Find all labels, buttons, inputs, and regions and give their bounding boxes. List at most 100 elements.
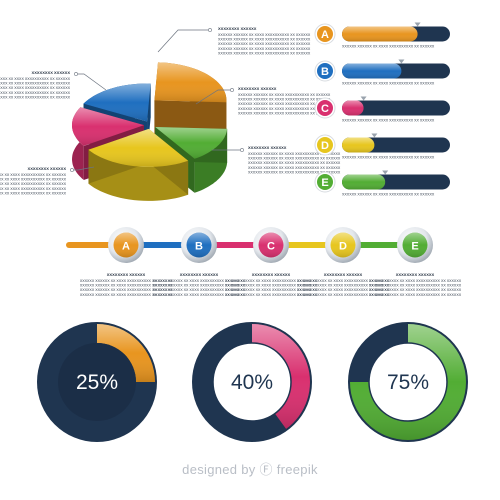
bar-caption: XXXXXX XXXXXX XX XXXX XXXXXXXXXX XX XXXX… — [342, 82, 435, 86]
bar-badge-letter: B — [321, 66, 329, 78]
callout-line: XXXXXX XXXXXX XX XXXX XXXXXXXXXX XX XXXX… — [369, 284, 462, 288]
bar-marker — [398, 59, 405, 64]
timeline-caption: XXXXXXXX XXXXXX XXXXXX XXXXXX XX XXXX XXX… — [225, 272, 318, 297]
timeline-connector — [126, 242, 199, 248]
timeline-node-gloss — [258, 232, 284, 258]
bar-gloss — [342, 174, 386, 190]
callout-leader — [72, 166, 95, 171]
pie-slice-gloss — [72, 107, 145, 146]
timeline-connector — [199, 242, 271, 248]
bar-row: E XXXXXX XXXXXX XX XXXX XXXXXXXXXX XX XXX… — [314, 170, 450, 197]
callout-line: XXXXXX XXXXXX XX XXXX XXXXXXXXXX XX XXXX… — [218, 51, 311, 55]
timeline-step: C XXXXXXXX XXXXXX XXXXXX XXXXXX XX XXXX XX… — [225, 227, 318, 297]
callout-dot — [240, 148, 244, 152]
callout-line: XXXXXX XXXXXX XX XXXX XXXXXXXXXX XX XXXX… — [248, 170, 341, 174]
bar-gloss — [342, 137, 375, 153]
callout-line: XXXXXX XXXXXX XX XXXX XXXXXXXXXX XX XXXX… — [153, 279, 246, 283]
callout-heading: XXXXXXXX XXXXXX — [28, 166, 67, 171]
bar-marker — [360, 96, 367, 101]
bar-badge-letter: C — [321, 103, 329, 115]
donut-center — [213, 343, 291, 421]
callout-text: XXXXXXXX XXXXXX XXXXXX XXXXXX XX XXXX XXX… — [248, 145, 341, 174]
bar-badge — [317, 137, 333, 153]
callout-line: XXXXXX XXXXXX XX XXXX XXXXXXXXXX XX XXXX… — [225, 293, 318, 297]
callout-line: XXXXXX XXXXXX XX XXXX XXXXXXXXXX XX XXXX… — [80, 293, 173, 297]
callout-dot — [70, 168, 74, 172]
bar-gloss — [342, 63, 402, 79]
callout-line: XXXXXX XXXXXX XX XXXX XXXXXXXXXX XX XXXX… — [218, 33, 311, 37]
donut-value-gloss — [252, 324, 310, 429]
bar-caption: XXXXXX XXXXXX XX XXXX XXXXXXXXXX XX XXXX… — [342, 193, 435, 197]
bar-marker — [371, 133, 378, 138]
pie-slice — [155, 126, 228, 193]
bar-marker — [382, 170, 389, 175]
bar-badge-letter: A — [321, 29, 329, 41]
horizontal-bar-chart: A XXXXXX XXXXXX XX XXXX XXXXXXXXXX XX XXX… — [314, 22, 450, 197]
callout-heading: XXXXXXXX XXXXXX — [252, 272, 291, 277]
callout-line: XXXXXX XXXXXX XX XXXX XXXXXXXXXX XX XXXX… — [0, 182, 67, 186]
callout-line: XXXXXX XXXXXX XX XXXX XXXXXXXXXX XX XXXX… — [80, 279, 173, 283]
callout-line: XXXXXX XXXXXX XX XXXX XXXXXXXXXX XX XXXX… — [238, 111, 331, 115]
timeline-node-gloss — [402, 232, 428, 258]
donut-label: 75% — [387, 371, 429, 394]
donut-center — [58, 343, 136, 421]
timeline-step: D XXXXXXXX XXXXXX XXXXXX XXXXXX XX XXXX XX… — [297, 227, 390, 297]
callout-line: XXXXXX XXXXXX XX XXXX XXXXXXXXXX XX XXXX… — [225, 284, 318, 288]
timeline-letter: B — [195, 241, 203, 253]
donut-charts: 25% 40% 75% — [37, 322, 468, 442]
callout-line: XXXXXX XXXXXX XX XXXX XXXXXXXXXX XX XXXX… — [225, 288, 318, 292]
timeline-caption: XXXXXXXX XXXXXX XXXXXX XXXXXX XX XXXX XXX… — [369, 272, 462, 297]
donut-label: 25% — [76, 371, 118, 394]
pie-callout: XXXXXXXX XXXXXX XXXXXX XXXXXX XX XXXX XXX… — [212, 145, 341, 174]
timeline-step: B XXXXXXXX XXXXXX XXXXXX XXXXXX XX XXXX XX… — [153, 227, 246, 297]
callout-line: XXXXXX XXXXXX XX XXXX XXXXXXXXXX XX XXXX… — [297, 288, 390, 292]
bar-badge-letter: E — [321, 177, 328, 189]
callout-heading: XXXXXXXX XXXXXX — [180, 272, 219, 277]
callout-line: XXXXXX XXXXXX XX XXXX XXXXXXXXXX XX XXXX… — [248, 166, 341, 170]
callout-leader — [195, 89, 232, 105]
bar-badge — [317, 174, 333, 190]
pie-callout: XXXXXXXX XXXXXX XXXXXX XXXXXX XX XXXX XXX… — [195, 86, 331, 115]
callout-line: XXXXXX XXXXXX XX XXXX XXXXXXXXXX XX XXXX… — [0, 77, 71, 81]
callout-line: XXXXXX XXXXXX XX XXXX XXXXXXXXXX XX XXXX… — [297, 279, 390, 283]
pie-slice-gloss — [154, 62, 227, 103]
callout-dot — [230, 88, 234, 92]
pie-slice — [154, 62, 227, 137]
callout-heading: XXXXXXXX XXXXXX — [238, 86, 277, 91]
timeline-step: E XXXXXXXX XXXXXX XXXXXX XXXXXX XX XXXX XX… — [369, 227, 462, 297]
bar-marker — [414, 22, 421, 27]
timeline-caption: XXXXXXXX XXXXXX XXXXXX XXXXXX XX XXXX XXX… — [153, 272, 246, 297]
timeline-node-gloss — [113, 232, 139, 258]
callout-line: XXXXXX XXXXXX XX XXXX XXXXXXXXXX XX XXXX… — [297, 284, 390, 288]
callout-line: XXXXXX XXXXXX XX XXXX XXXXXXXXXX XX XXXX… — [218, 42, 311, 46]
timeline-letter: E — [411, 241, 418, 253]
callout-dot — [208, 28, 212, 32]
pie-chart-3d — [72, 62, 228, 201]
callout-line: XXXXXX XXXXXX XX XXXX XXXXXXXXXX XX XXXX… — [297, 293, 390, 297]
pie-callout: XXXXXXXX XXXXXX XXXXXX XXXXXX XX XXXX XXX… — [157, 26, 311, 55]
callout-line: XXXXXX XXXXXX XX XXXX XXXXXXXXXX XX XXXX… — [0, 191, 67, 195]
donut-center-ring — [368, 342, 448, 422]
pie-slice-gloss — [88, 128, 189, 167]
pie-slice-gloss — [155, 126, 228, 159]
callout-heading: XXXXXXXX XXXXXX — [248, 145, 287, 150]
callout-line: XXXXXX XXXXXX XX XXXX XXXXXXXXXX XX XXXX… — [0, 82, 71, 86]
timeline-letter: A — [122, 241, 130, 253]
callout-line: XXXXXX XXXXXX XX XXXX XXXXXXXXXX XX XXXX… — [218, 47, 311, 51]
bar-row: C XXXXXX XXXXXX XX XXXX XXXXXXXXXX XX XXX… — [314, 96, 450, 123]
donut-value-gloss — [97, 324, 155, 382]
callout-line: XXXXXX XXXXXX XX XXXX XXXXXXXXXX XX XXXX… — [238, 107, 331, 111]
callout-line: XXXXXX XXXXXX XX XXXX XXXXXXXXXX XX XXXX… — [0, 187, 67, 191]
callout-line: XXXXXX XXXXXX XX XXXX XXXXXXXXXX XX XXXX… — [218, 38, 311, 42]
bar-badge — [317, 100, 333, 116]
bar-caption: XXXXXX XXXXXX XX XXXX XXXXXXXXXX XX XXXX… — [342, 45, 435, 49]
callout-line: XXXXXX XXXXXX XX XXXX XXXXXXXXXX XX XXXX… — [238, 93, 331, 97]
credit-text: designed by Ⓕ freepik — [182, 462, 318, 477]
callout-line: XXXXXX XXXXXX XX XXXX XXXXXXXXXX XX XXXX… — [238, 98, 331, 102]
timeline-connector — [343, 242, 415, 248]
callout-line: XXXXXX XXXXXX XX XXXX XXXXXXXXXX XX XXXX… — [369, 293, 462, 297]
callout-line: XXXXXX XXXXXX XX XXXX XXXXXXXXXX XX XXXX… — [0, 95, 71, 99]
